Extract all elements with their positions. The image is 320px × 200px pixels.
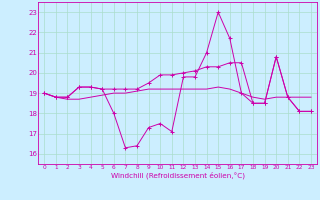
X-axis label: Windchill (Refroidissement éolien,°C): Windchill (Refroidissement éolien,°C) xyxy=(111,172,244,179)
